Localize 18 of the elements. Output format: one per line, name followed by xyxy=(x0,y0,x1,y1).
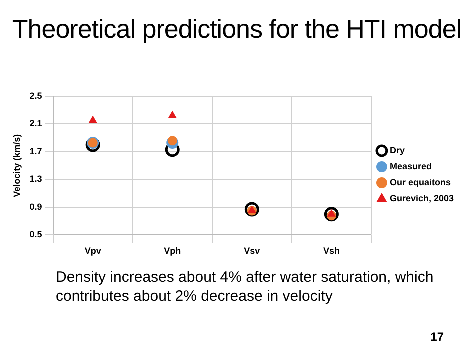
y-tick-label: 1.3 xyxy=(30,174,42,184)
legend-label: Measured xyxy=(390,161,432,172)
text: Density increases about 4% after water saturation, which contributes about 2% decrease in velocity xyxy=(56,268,435,306)
y-tick-label: 2.1 xyxy=(30,118,42,129)
y-tick-label: 0.9 xyxy=(30,202,42,212)
text: 17 xyxy=(430,330,444,344)
chart-title: Theoretical predictions for the HTI model xyxy=(11,14,463,45)
x-tick-label: Vsv xyxy=(244,246,260,256)
y-tick-label: 1.7 xyxy=(30,146,42,156)
y-tick-label: 0.5 xyxy=(30,230,42,240)
legend-label: Our equaitons xyxy=(390,177,451,188)
legend-label: Gurevich, 2003 xyxy=(390,193,454,204)
x-tick-label: Vph xyxy=(164,246,182,256)
x-tick-label: Vpv xyxy=(84,246,102,256)
legend-label: Dry xyxy=(390,145,405,156)
x-tick-label: Vsh xyxy=(323,246,340,256)
y-axis-title: Velocity (km/s) xyxy=(12,134,22,198)
y-tick-label: 2.5 xyxy=(30,90,42,101)
